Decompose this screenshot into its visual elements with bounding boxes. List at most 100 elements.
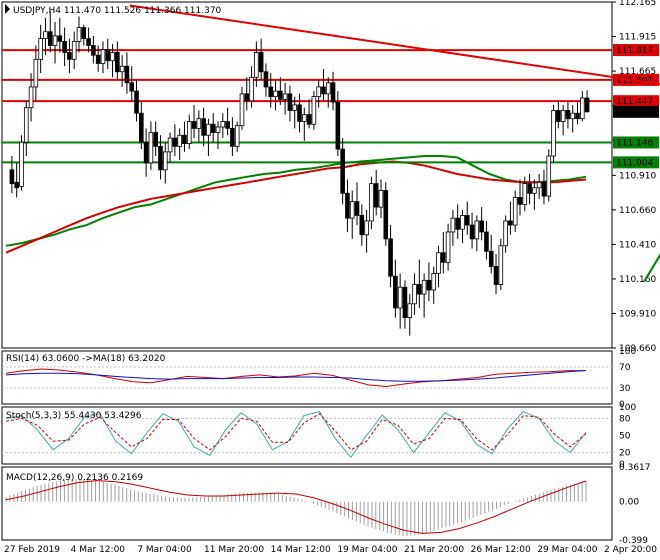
candle-body: [258, 52, 264, 73]
candle-body: [76, 27, 82, 42]
candle-body: [124, 65, 130, 84]
candle-body: [584, 97, 590, 113]
y-tick-label-main: 109.660: [619, 344, 656, 354]
candle-body: [541, 181, 547, 197]
candle-body: [565, 110, 571, 120]
candle-body: [220, 121, 226, 128]
candle-body: [28, 86, 34, 109]
y-tick-label-main: 110.660: [619, 206, 656, 216]
y-tick-label-stoch: 100: [619, 403, 636, 413]
level-tag: [613, 156, 659, 169]
candle-body: [177, 134, 182, 147]
candle-body: [86, 38, 91, 46]
level-label: 111.817: [616, 46, 653, 56]
panel-frame-rsi: [1, 350, 613, 405]
candle-body: [575, 112, 580, 120]
candle-body: [556, 110, 561, 122]
candle-body: [445, 231, 451, 263]
candle-body: [52, 35, 58, 46]
candle-body: [201, 118, 206, 136]
stoch-title: Stoch(5,3,3) 55.4430 53.4296: [6, 411, 142, 421]
candle-body: [412, 284, 417, 305]
y-tick-label-macd: -0.399: [619, 536, 648, 546]
candle-body: [282, 93, 288, 100]
candle-body: [469, 224, 475, 240]
candle-body: [9, 169, 15, 185]
candle-body: [407, 303, 413, 319]
y-tick-label-rsi: 0: [619, 400, 625, 410]
candle-body: [254, 52, 259, 78]
candle-body: [263, 71, 269, 88]
current-price-tag: [613, 105, 659, 118]
candle-body: [100, 49, 106, 64]
current-price-label: 111.370: [616, 108, 653, 118]
ema-line: [5, 155, 587, 247]
candle-body: [230, 127, 235, 147]
candle-body: [206, 123, 211, 136]
candle-body: [527, 183, 532, 194]
candle-body: [91, 45, 96, 56]
candle-body: [301, 114, 307, 122]
candle-body: [57, 35, 63, 42]
rsi-title: RSI(14) 63.0600 ->MA(18) 63.2020: [6, 354, 166, 364]
candle-body: [551, 110, 556, 157]
candle-body: [536, 181, 542, 189]
candle-body: [43, 31, 48, 40]
candle-body: [580, 97, 585, 120]
candle-body: [460, 215, 465, 230]
candle-body: [14, 181, 19, 189]
candle-body: [210, 123, 216, 133]
candle-body: [421, 279, 427, 295]
candle-body: [81, 27, 87, 40]
panel-frame-stoch: [1, 406, 613, 465]
candle-body: [33, 58, 39, 88]
candle-body: [570, 112, 576, 120]
symbol-triangle-icon: [5, 4, 10, 14]
candle-body: [369, 183, 374, 222]
candle-body: [532, 187, 537, 194]
candle-body: [23, 107, 29, 143]
candle-body: [378, 190, 384, 208]
candle-body: [359, 215, 365, 236]
y-tick-label-stoch: 0: [619, 460, 625, 470]
candle-body: [479, 220, 484, 233]
candle-body: [436, 252, 441, 274]
level-tag: [613, 95, 659, 108]
candle-body: [148, 132, 154, 164]
candle-body: [373, 183, 379, 208]
x-tick-label: 14 Mar 12:00: [271, 545, 331, 555]
stoch-series-line: [5, 413, 587, 451]
y-tick-label-rsi: 70: [619, 363, 631, 373]
candle-body: [349, 201, 355, 219]
x-tick-label: 26 Mar 12:00: [471, 545, 531, 555]
rsi-series-line: [5, 368, 586, 388]
candle-body: [311, 96, 317, 125]
candle-body: [234, 125, 240, 147]
candle-body: [225, 121, 230, 129]
y-tick-label-stoch: 80: [619, 414, 631, 424]
candle-body: [239, 93, 245, 127]
candle-body: [105, 49, 111, 62]
candle-body: [441, 252, 446, 263]
candle-body: [546, 155, 552, 197]
stoch-series-line: [5, 410, 587, 459]
y-tick-label-stoch: 50: [619, 432, 631, 442]
candle-body: [493, 266, 499, 285]
candle-body: [364, 220, 369, 236]
level-label: 111.004: [616, 158, 653, 168]
candle-body: [488, 250, 494, 267]
macd-title: MACD(12,26,9) 0.2136 0.2169: [6, 473, 143, 483]
candle-body: [316, 86, 321, 98]
x-tick-label: 4 Mar 12:00: [71, 545, 126, 555]
candle-body: [560, 110, 566, 122]
candle-body: [397, 286, 403, 309]
candle-body: [191, 121, 197, 129]
y-tick-label-macd: 0.00: [619, 498, 639, 508]
y-tick-label-main: 111.665: [619, 67, 656, 77]
candle-body: [383, 190, 389, 240]
candle-body: [287, 93, 293, 111]
candle-body: [19, 141, 24, 187]
candle-body: [292, 104, 298, 111]
y-tick-label-rsi: 30: [619, 384, 631, 394]
